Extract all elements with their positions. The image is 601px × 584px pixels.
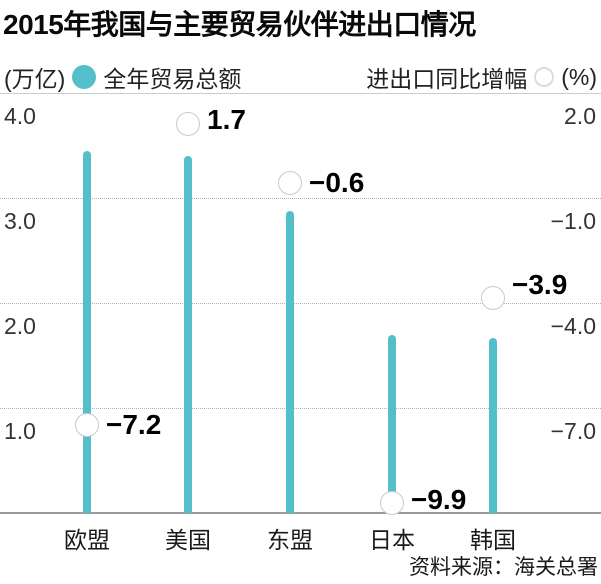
growth-value-label-2: −0.6: [309, 167, 365, 198]
growth-legend-label: 进出口同比增幅: [366, 66, 528, 92]
legend-left-group: (万亿) 全年贸易总额: [4, 60, 241, 94]
growth-value-label-4: −3.9: [512, 268, 568, 300]
growth-point-0: [75, 413, 99, 437]
category-label-2: 东盟: [267, 527, 313, 553]
right-axis-tick-0: 2.0: [564, 103, 596, 129]
growth-value-label-3: −9.9: [411, 483, 467, 515]
baseline: [0, 512, 601, 514]
data-source: 资料来源：海关总署: [409, 556, 598, 579]
right-axis-tick-3: −7.0: [550, 418, 596, 444]
category-label-0: 欧盟: [64, 527, 110, 553]
legend-row: (万亿) 全年贸易总额 进出口同比增幅 (%): [4, 61, 597, 93]
left-axis-tick-3: 1.0: [4, 418, 36, 444]
chart-title: 2015年我国与主要贸易伙伴进出口情况: [3, 9, 476, 40]
category-label-3: 日本: [369, 527, 415, 553]
category-label-1: 美国: [165, 527, 211, 553]
growth-value-label-1: 1.7: [207, 103, 246, 135]
growth-point-3: [380, 490, 404, 515]
legend-right-group: 进出口同比增幅 (%): [366, 60, 597, 94]
left-axis-tick-2: 2.0: [4, 313, 36, 339]
growth-value-label-0: −7.2: [106, 409, 162, 440]
trade-total-legend-label: 全年贸易总额: [103, 66, 242, 92]
category-label-4: 韩国: [470, 527, 516, 553]
trade-total-bar-4: [489, 337, 497, 513]
trade-total-bar-3: [388, 334, 396, 513]
gridline-1: [0, 198, 601, 199]
left-axis-tick-1: 3.0: [4, 208, 36, 234]
plot-area: 4.0 2.0 3.0 −1.0 2.0 −4.0 1.0 −7.0 −7.2 1.7 −0.6 −9…: [0, 93, 601, 515]
right-axis-tick-2: −4.0: [550, 313, 596, 339]
gridline-0: [0, 93, 601, 94]
growth-circle-icon: [534, 67, 555, 87]
trade-total-bar-0: [83, 150, 91, 513]
gridline-2: [0, 303, 601, 304]
right-axis-unit: (%): [561, 63, 597, 90]
growth-point-1: [176, 111, 200, 136]
trade-total-bar-1: [184, 156, 192, 513]
trade-total-dot-icon: [72, 65, 97, 89]
trade-total-bar-2: [286, 210, 294, 513]
right-axis-tick-1: −1.0: [550, 208, 596, 234]
growth-point-4: [481, 285, 505, 310]
growth-point-2: [278, 171, 302, 195]
left-axis-unit: (万亿): [4, 66, 66, 92]
gridline-3: [0, 408, 601, 409]
left-axis-tick-0: 4.0: [4, 103, 36, 129]
